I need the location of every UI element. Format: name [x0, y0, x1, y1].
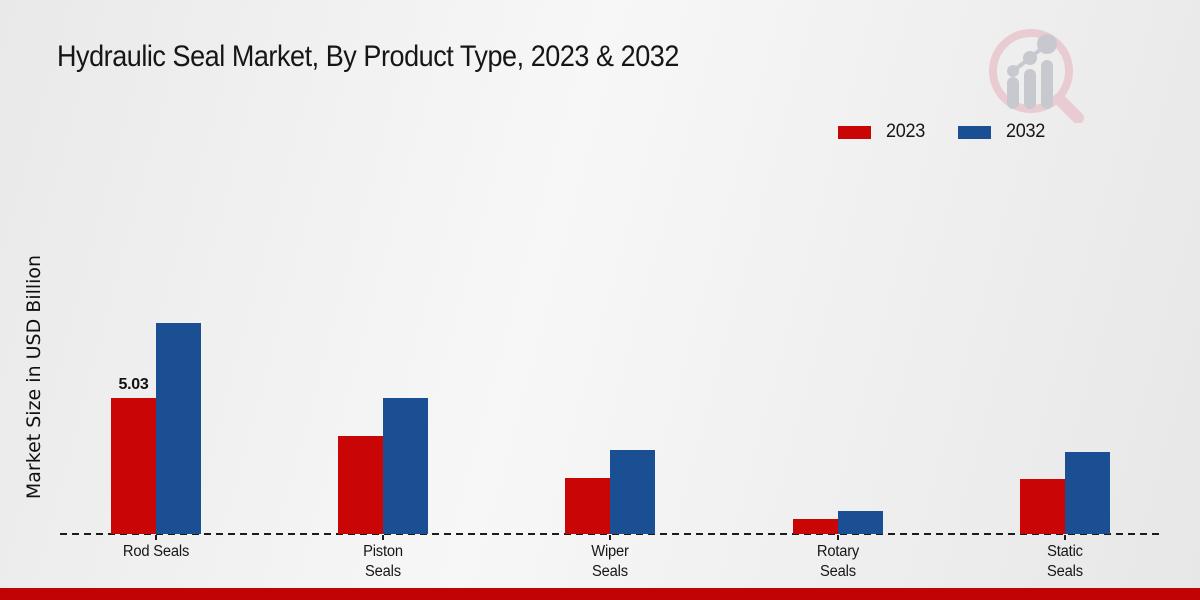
bar-2023-2: [565, 478, 610, 534]
logo-dot-large: [1037, 34, 1057, 54]
logo-dot-small: [1007, 65, 1019, 77]
bar-2023-1: [338, 436, 383, 534]
logo-bar-medium: [1024, 69, 1036, 109]
bar-2032-0: [156, 323, 201, 534]
logo-magnifier-ring: [989, 29, 1073, 113]
category-label-4: Static Seals: [1047, 543, 1083, 580]
chart-title: Hydraulic Seal Market, By Product Type, …: [57, 40, 679, 73]
legend: 2023 2032: [838, 121, 1046, 143]
legend-item-2023: 2023: [838, 121, 926, 143]
logo-bar-large: [1041, 60, 1053, 109]
legend-swatch-2023: [838, 125, 871, 139]
x-axis-tick-0: [155, 535, 157, 540]
legend-swatch-2032: [958, 125, 992, 139]
category-label-1: Piston Seals: [363, 543, 403, 580]
legend-label-2023: 2023: [886, 121, 926, 142]
bar-2023-3: [793, 519, 838, 534]
bar-2023-0: [111, 398, 156, 534]
footer-accent-bar: [0, 588, 1200, 600]
legend-item-2032: 2032: [958, 121, 1046, 143]
x-axis-tick-2: [609, 535, 611, 540]
bar-2032-2: [610, 450, 655, 534]
bar-2032-4: [1065, 452, 1110, 534]
bar-2032-3: [838, 511, 883, 534]
x-axis-tick-4: [1064, 535, 1066, 540]
logo-bar-small: [1007, 77, 1019, 109]
x-axis-baseline: [60, 533, 1160, 535]
logo-magnifier-handle: [1053, 93, 1084, 123]
legend-label-2032: 2032: [1006, 121, 1046, 142]
category-label-3: Rotary Seals: [816, 543, 860, 580]
magnifier-bar-chart-logo: [989, 29, 1084, 123]
category-label-0: Rod Seals: [122, 543, 190, 560]
y-axis-label: Market Size in USD Billion: [23, 254, 45, 500]
logo-dot-medium: [1023, 51, 1037, 65]
bar-2032-1: [383, 398, 428, 534]
x-axis-tick-3: [837, 535, 839, 540]
bar-value-label: 5.03: [118, 376, 149, 393]
x-axis-tick-1: [382, 535, 384, 540]
bar-2023-4: [1020, 479, 1065, 534]
category-label-2: Wiper Seals: [591, 543, 629, 580]
